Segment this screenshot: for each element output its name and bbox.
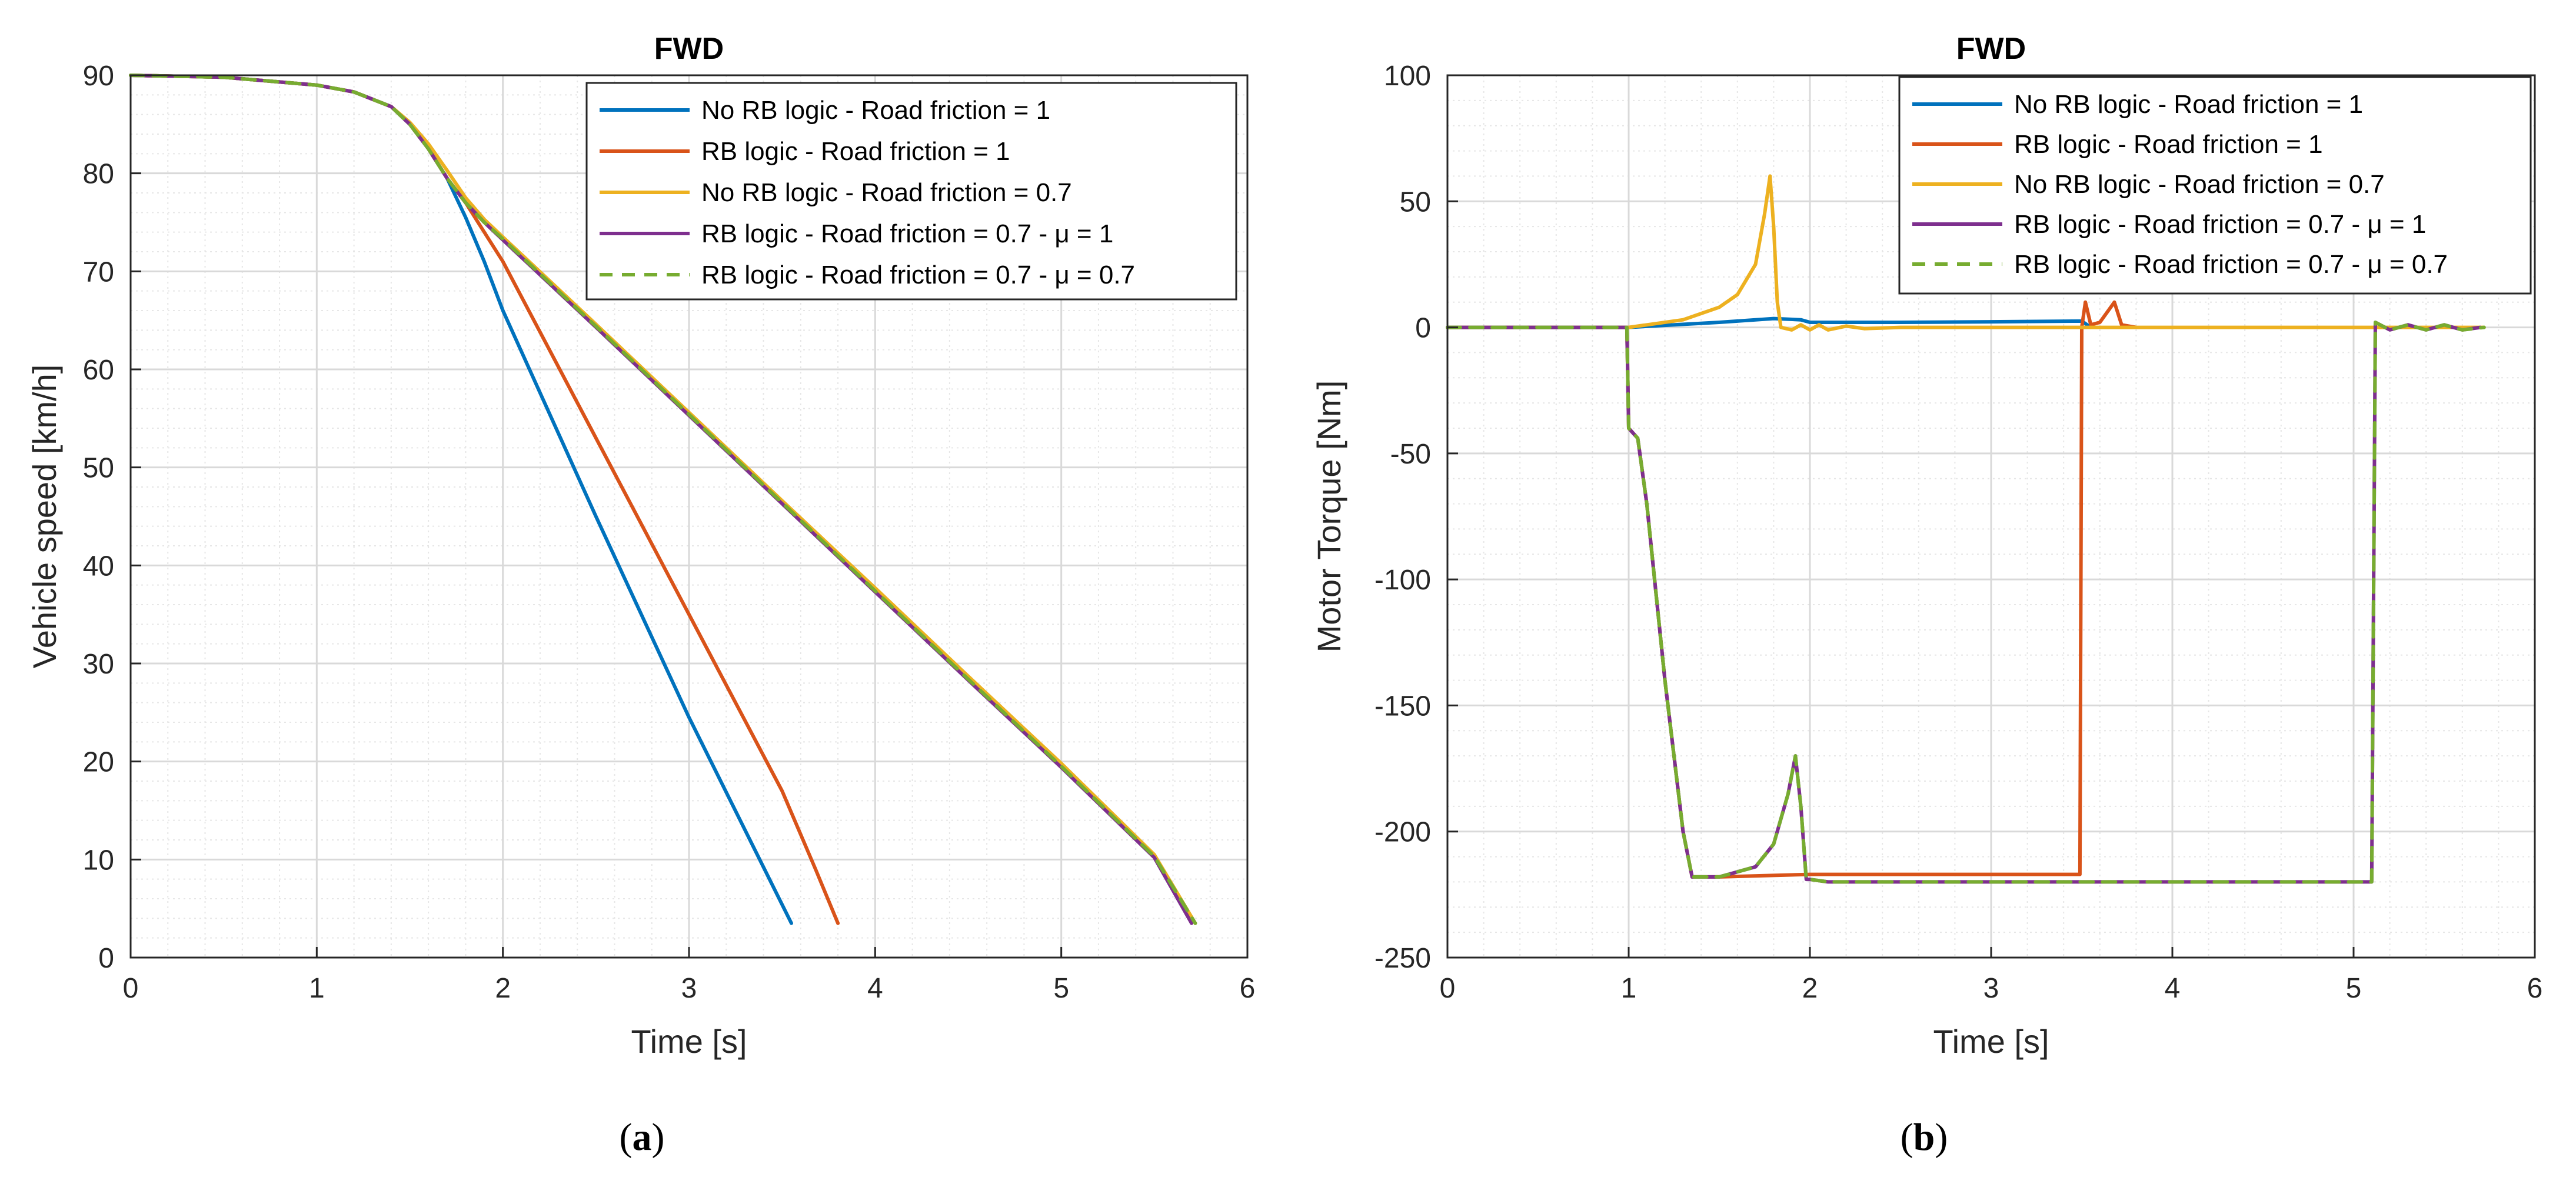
x-tick-label: 4 [2165,973,2181,1004]
y-tick-label: 30 [83,649,114,680]
legend-entry-5: RB logic - Road friction = 0.7 - μ = 0.7 [2014,250,2448,279]
y-tick-label: 50 [83,453,114,484]
chart-b: 0 1 2 3 4 5 6 -250 -200 -150 -100 -50 0 50 100 FWD Time … [1310,32,2542,1159]
legend-entry-1: No RB logic - Road friction = 1 [701,96,1050,125]
legend-box [1898,76,2532,295]
legend-entry-5: RB logic - Road friction = 0.7 - μ = 0.7 [701,261,1135,289]
legend-entry-4: RB logic - Road friction = 0.7 - μ = 1 [2014,210,2426,239]
y-tick-label: 70 [83,256,114,288]
y-tick-label: 90 [83,61,114,92]
x-tick-label: 3 [1983,973,1999,1004]
x-tick-label: 0 [1440,973,1456,1004]
legend-entry-2: RB logic - Road friction = 1 [701,137,1010,166]
chart-title: FWD [654,32,724,66]
caption-open: ( [1901,1116,1913,1159]
x-tick-label: 2 [1802,973,1818,1004]
y-tick-label: 0 [1415,313,1431,344]
y-tick-label: 40 [83,551,114,582]
series-line-5 [129,74,1197,925]
x-tick-label: 3 [681,973,697,1004]
chart-title: FWD [1956,32,2026,66]
y-tick-label: -50 [1390,439,1431,470]
caption-letter: b [1913,1116,1935,1159]
x-tick-label: 1 [1621,973,1637,1004]
y-axis-label: Motor Torque [Nm] [1310,381,1347,653]
caption-open: ( [620,1116,633,1159]
x-tick-label: 5 [2346,973,2362,1004]
x-tick-label: 0 [123,973,139,1004]
y-tick-label: -250 [1374,943,1431,974]
legend-entry-4: RB logic - Road friction = 0.7 - μ = 1 [701,219,1113,248]
y-tick-label: -200 [1374,817,1431,848]
x-axis-label: Time [s] [631,1023,747,1060]
series-line-1 [1446,316,2093,329]
x-tick-label: 6 [1240,973,1256,1004]
y-axis-label: Vehicle speed [km/h] [26,365,63,669]
y-tick-label: -150 [1374,691,1431,722]
y-tick-label: 50 [1400,186,1431,218]
caption-letter: a [633,1116,652,1159]
x-tick-label: 4 [867,973,883,1004]
x-tick-label: 6 [2527,973,2543,1004]
panel-caption: (b) [1901,1116,1948,1159]
series-line-5 [1446,321,2486,884]
y-tick-label: 10 [83,845,114,876]
x-tick-label: 5 [1053,973,1069,1004]
legend-entry-3: No RB logic - Road friction = 0.7 [2014,170,2385,199]
x-axis-label: Time [s] [1933,1023,2049,1060]
series-line-3 [1446,174,2486,332]
y-tick-label: 60 [83,355,114,386]
caption-close: ) [1935,1116,1948,1159]
y-tick-label: 20 [83,747,114,778]
legend: No RB logic - Road friction = 1 RB logic … [1898,76,2532,295]
caption-close: ) [652,1116,665,1159]
y-tick-label: 80 [83,159,114,190]
legend-box [585,82,1237,301]
y-tick-label: 100 [1384,61,1431,92]
panel-caption: (a) [620,1116,665,1159]
legend-entry-3: No RB logic - Road friction = 0.7 [701,178,1072,207]
x-tick-label: 2 [495,973,511,1004]
legend-entry-1: No RB logic - Road friction = 1 [2014,90,2363,119]
y-tick-label: -100 [1374,565,1431,596]
x-tick-label: 1 [309,973,325,1004]
y-tick-label: 0 [98,943,114,974]
legend-entry-2: RB logic - Road friction = 1 [2014,130,2323,159]
legend: No RB logic - Road friction = 1 RB logic … [585,82,1237,301]
